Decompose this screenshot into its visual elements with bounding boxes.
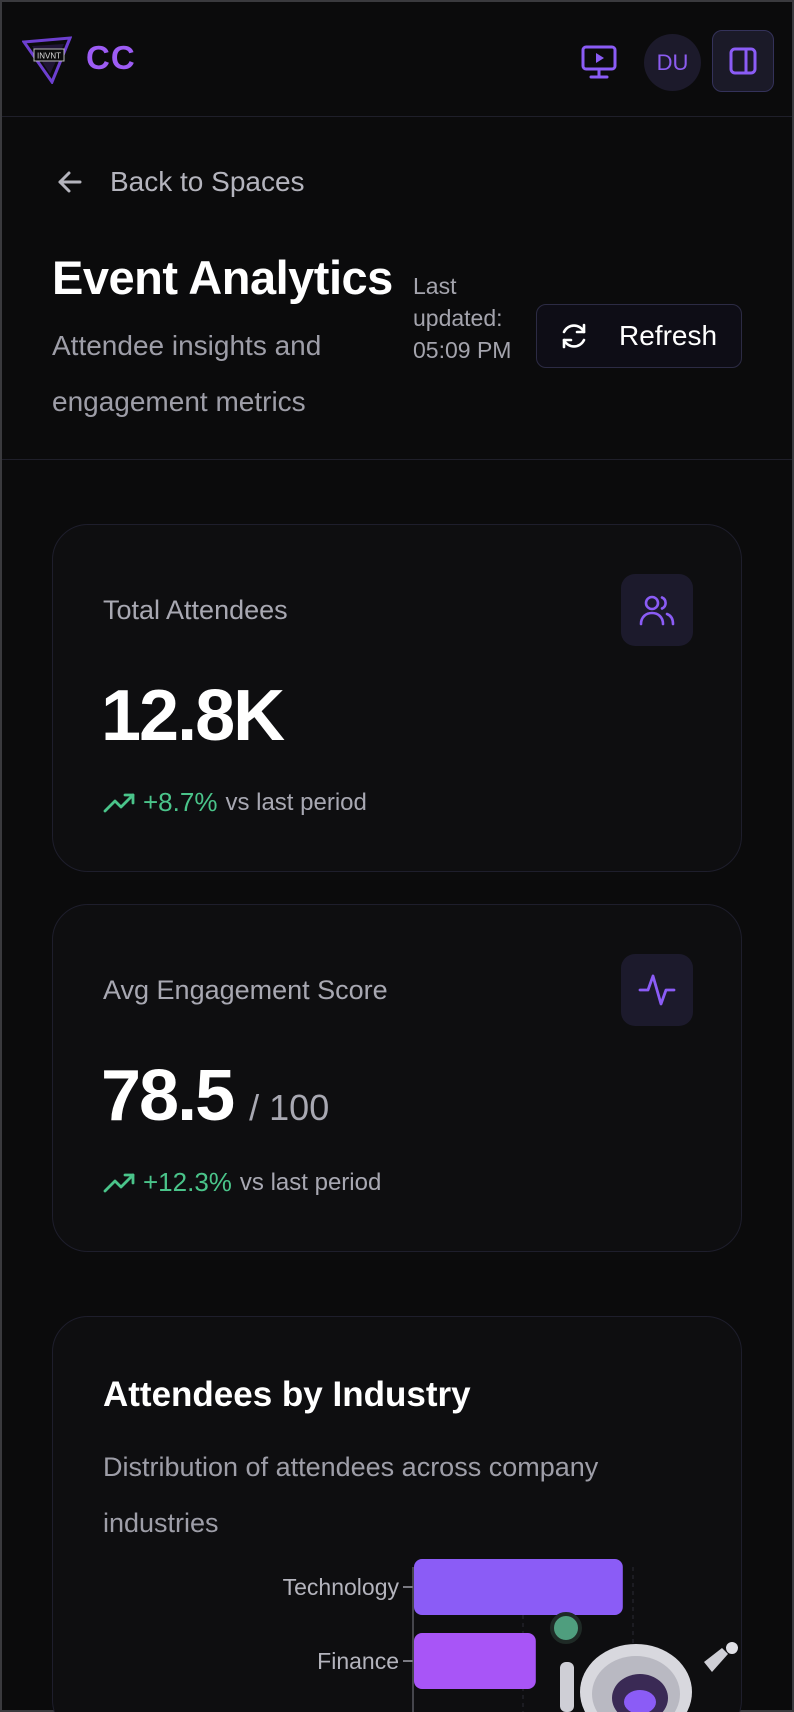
metric-icon-box [621, 574, 693, 646]
chart-description: Distribution of attendees across company… [103, 1452, 599, 1538]
activity-icon [638, 974, 676, 1006]
refresh-button-label: Refresh [619, 320, 718, 351]
metric-value: 12.8K [101, 676, 285, 756]
metric-value: 78.5 / 100 [101, 1055, 329, 1137]
users-icon [639, 595, 675, 626]
last-updated-time: 05:09 PM [413, 337, 512, 363]
metric-period: vs last period [239, 1168, 382, 1196]
sidebar-panel-icon [729, 47, 757, 75]
metric-trend: +8.7% vs last period [103, 787, 367, 818]
chart-bar [414, 1633, 536, 1689]
metric-change: +12.3% [143, 1167, 232, 1197]
metric-period: vs last period [225, 788, 367, 816]
header-divider [2, 459, 792, 460]
presentation-monitor-icon[interactable] [580, 44, 618, 80]
chart-category-label: Finance [317, 1648, 399, 1674]
toggle-sidebar-button[interactable] [712, 30, 774, 92]
back-link-label: Back to Spaces [110, 166, 305, 197]
chart-title: Attendees by Industry [103, 1375, 471, 1414]
refresh-button[interactable]: Refresh [536, 304, 742, 368]
arrow-left-icon [58, 171, 82, 193]
refresh-icon [562, 323, 586, 349]
logo-mark-text: INVNT [37, 52, 61, 61]
industry-bar-chart: Technology Finance [283, 1559, 634, 1712]
metric-icon-box [621, 954, 693, 1026]
astronaut-mascot-image [560, 1642, 738, 1712]
last-updated-label: Last updated: [413, 273, 503, 331]
metric-card-total-attendees: Total Attendees 12.8K +8.7% vs last peri… [52, 524, 742, 872]
chart-hover-dot [550, 1612, 582, 1644]
trending-up-icon [103, 1173, 135, 1192]
industry-chart-card: Attendees by Industry Distribution of at… [52, 1316, 742, 1712]
page-subtitle: Attendee insights and engagement metrics [52, 330, 322, 417]
back-to-spaces-link[interactable]: Back to Spaces [56, 160, 305, 204]
metric-value-number: 78.5 [101, 1056, 235, 1136]
metric-change: +8.7% [143, 787, 218, 817]
chart-bar [414, 1559, 623, 1615]
metric-label: Avg Engagement Score [103, 975, 388, 1005]
page-title: Event Analytics [52, 251, 393, 304]
last-updated: Last updated: 05:09 PM [413, 270, 523, 366]
app-logo-text[interactable]: CC [86, 39, 136, 76]
trending-up-icon [103, 793, 135, 812]
top-bar: INVNT CC DU [2, 2, 792, 117]
metric-label: Total Attendees [103, 595, 288, 625]
chart-category-label: Technology [283, 1574, 400, 1600]
invnt-logo-icon[interactable]: INVNT [22, 36, 72, 84]
metric-value-suffix: / 100 [249, 1087, 330, 1128]
metric-trend: +12.3% vs last period [103, 1167, 381, 1198]
user-avatar[interactable]: DU [644, 34, 701, 91]
metric-card-avg-engagement: Avg Engagement Score 78.5 / 100 +12.3% vs… [52, 904, 742, 1252]
